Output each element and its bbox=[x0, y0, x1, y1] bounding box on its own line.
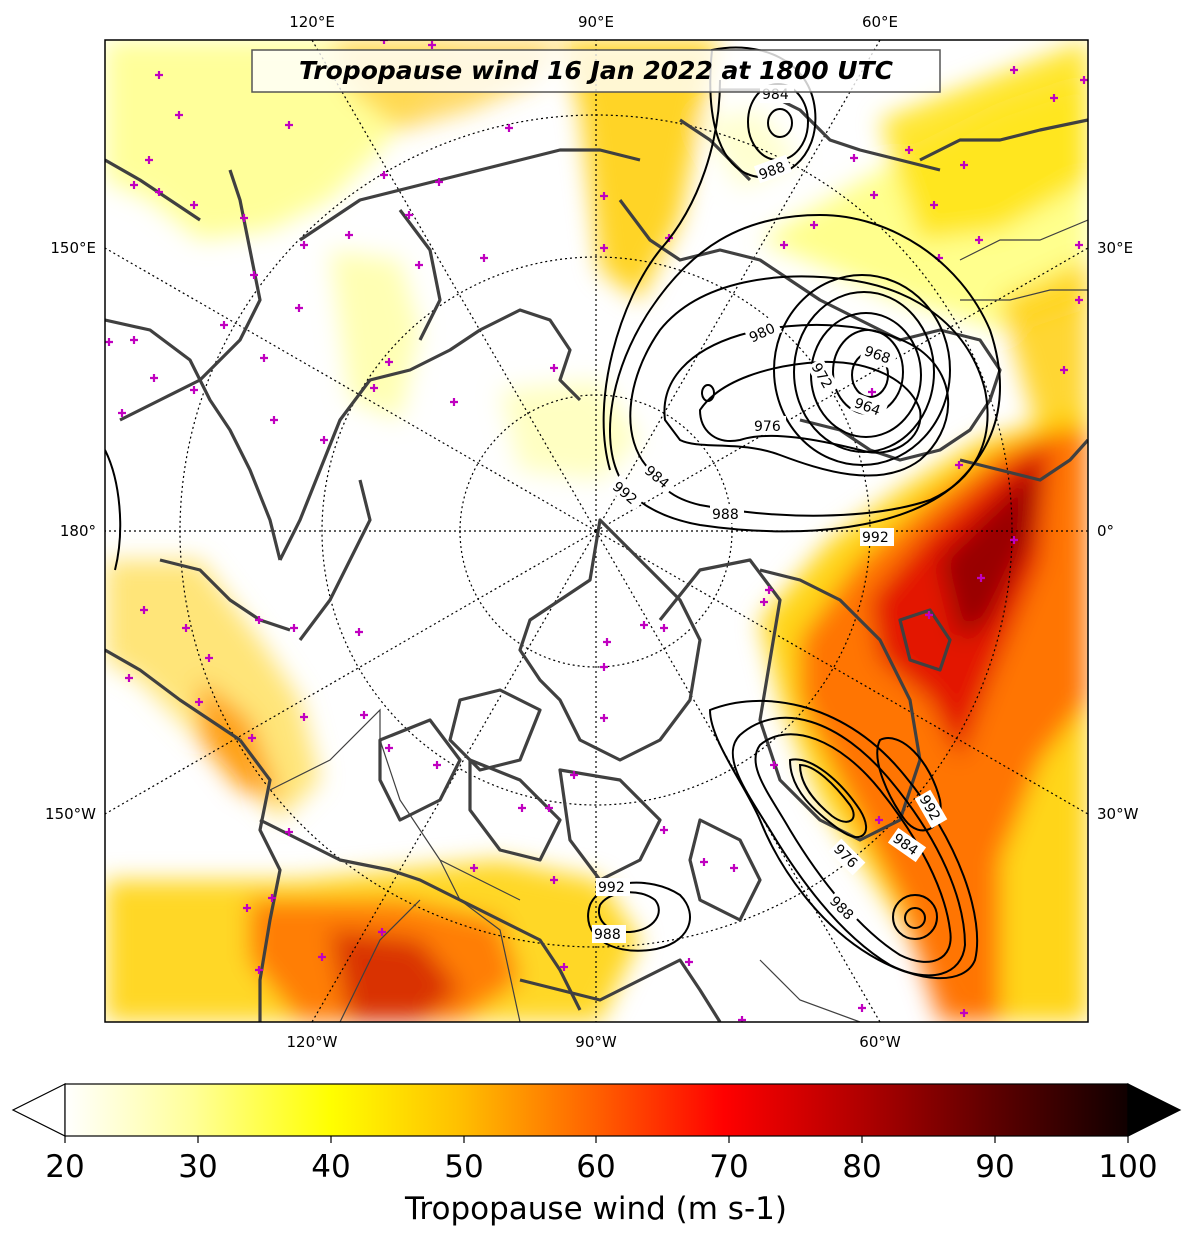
colorbar-tick: 40 bbox=[311, 1149, 350, 1185]
lon-label-left: 150°W bbox=[45, 805, 96, 823]
colorbar: 20 30 40 50 60 70 80 90 100 Tropopause w… bbox=[11, 1083, 1182, 1227]
map-area: 984 988 980 976 984 992 988 992 968 972 … bbox=[105, 40, 1088, 1022]
political-borders bbox=[269, 219, 1088, 1022]
lon-label-right: 30°W bbox=[1097, 805, 1139, 823]
contour-label: 992 bbox=[598, 880, 625, 896]
station-markers bbox=[105, 40, 1088, 1022]
lon-label-left: 180° bbox=[60, 522, 96, 540]
colorbar-extend-high bbox=[1127, 1083, 1182, 1137]
colorbar-tick: 90 bbox=[975, 1149, 1014, 1185]
map-title: Tropopause wind 16 Jan 2022 at 1800 UTC bbox=[299, 56, 894, 85]
coastlines bbox=[105, 88, 1088, 1022]
colorbar-tick: 100 bbox=[1098, 1149, 1157, 1185]
colorbar-tick: 70 bbox=[709, 1149, 748, 1185]
colorbar-tick: 60 bbox=[576, 1149, 615, 1185]
lon-label-bottom: 120°W bbox=[287, 1033, 338, 1051]
contour-label: 988 bbox=[712, 507, 739, 523]
colorbar-tick: 80 bbox=[842, 1149, 881, 1185]
colorbar-label: Tropopause wind (m s-1) bbox=[404, 1191, 787, 1227]
colorbar-tick: 20 bbox=[45, 1149, 84, 1185]
lon-label-right: 0° bbox=[1097, 522, 1114, 540]
colorbar-extend-low bbox=[11, 1083, 66, 1137]
lon-label-top: 120°E bbox=[289, 13, 335, 31]
colorbar-tick: 50 bbox=[444, 1149, 483, 1185]
lon-label-bottom: 90°W bbox=[575, 1033, 617, 1051]
map-title-box: Tropopause wind 16 Jan 2022 at 1800 UTC bbox=[251, 49, 941, 93]
contour-label: 992 bbox=[862, 530, 889, 546]
map-frame bbox=[104, 39, 1089, 1023]
lon-label-right: 30°E bbox=[1097, 239, 1133, 257]
contour-label: 976 bbox=[754, 419, 781, 435]
lon-label-top: 90°E bbox=[578, 13, 614, 31]
longitude-labels: 120°E 90°E 60°E 120°W 90°W 60°W 150°E 18… bbox=[45, 13, 1139, 1051]
pressure-contours bbox=[105, 46, 1001, 980]
lon-label-bottom: 60°W bbox=[859, 1033, 901, 1051]
colorbar-tick: 30 bbox=[178, 1149, 217, 1185]
contour-label: 988 bbox=[594, 927, 621, 943]
graticule bbox=[105, 40, 1088, 1022]
colorbar-gradient bbox=[65, 1084, 1128, 1136]
lon-label-top: 60°E bbox=[862, 13, 898, 31]
lon-label-left: 150°E bbox=[50, 239, 96, 257]
